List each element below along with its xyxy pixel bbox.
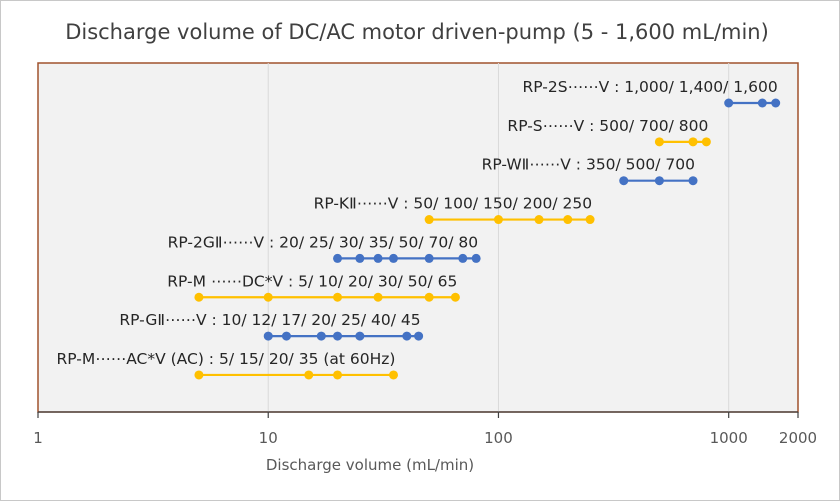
data-point xyxy=(425,254,434,263)
data-point xyxy=(264,332,273,341)
series-label: RP-GⅡ⋯⋯V : 10/ 12/ 17/ 20/ 25/ 40/ 45 xyxy=(119,311,420,329)
series-label: RP-KⅡ⋯⋯V : 50/ 100/ 150/ 200/ 250 xyxy=(314,195,593,213)
series-label: RP-2S⋯⋯V : 1,000/ 1,400/ 1,600 xyxy=(523,78,778,96)
series-label: RP-WⅡ⋯⋯V : 350/ 500/ 700 xyxy=(482,156,695,174)
x-tick-label: 10 xyxy=(259,429,278,447)
data-point xyxy=(317,332,326,341)
data-point xyxy=(414,332,423,341)
data-point xyxy=(304,370,313,379)
data-point xyxy=(333,254,342,263)
data-point xyxy=(402,332,411,341)
data-point xyxy=(458,254,467,263)
data-point xyxy=(619,176,628,185)
data-point xyxy=(494,215,503,224)
data-point xyxy=(333,293,342,302)
x-tick-label: 1000 xyxy=(710,429,748,447)
data-point xyxy=(425,215,434,224)
data-point xyxy=(702,137,711,146)
data-point xyxy=(655,176,664,185)
x-tick-label: 2000 xyxy=(779,429,817,447)
data-point xyxy=(535,215,544,224)
data-point xyxy=(374,293,383,302)
data-point xyxy=(333,332,342,341)
series-label: RP-M⋯⋯AC*V (AC) : 5/ 15/ 20/ 35 (at 60Hz… xyxy=(56,350,395,368)
x-axis-label: Discharge volume (mL/min) xyxy=(200,456,540,474)
data-point xyxy=(586,215,595,224)
data-point xyxy=(282,332,291,341)
data-point xyxy=(333,370,342,379)
data-point xyxy=(425,293,434,302)
data-point xyxy=(472,254,481,263)
data-point xyxy=(194,370,203,379)
data-point xyxy=(563,215,572,224)
x-tick-label: 1 xyxy=(33,429,43,447)
data-point xyxy=(389,254,398,263)
data-point xyxy=(771,99,780,108)
data-point xyxy=(689,137,698,146)
data-point xyxy=(355,332,364,341)
data-point xyxy=(355,254,364,263)
series-label: RP-M ⋯⋯DC*V : 5/ 10/ 20/ 30/ 50/ 65 xyxy=(167,272,457,290)
data-point xyxy=(451,293,460,302)
series-label: RP-2GⅡ⋯⋯V : 20/ 25/ 30/ 35/ 50/ 70/ 80 xyxy=(168,233,479,251)
data-point xyxy=(194,293,203,302)
x-tick-label: 100 xyxy=(484,429,513,447)
data-point xyxy=(389,370,398,379)
data-point xyxy=(689,176,698,185)
data-point xyxy=(758,99,767,108)
data-point xyxy=(724,99,733,108)
data-point xyxy=(655,137,664,146)
data-point xyxy=(374,254,383,263)
series-label: RP-S⋯⋯V : 500/ 700/ 800 xyxy=(507,117,708,135)
data-point xyxy=(264,293,273,302)
